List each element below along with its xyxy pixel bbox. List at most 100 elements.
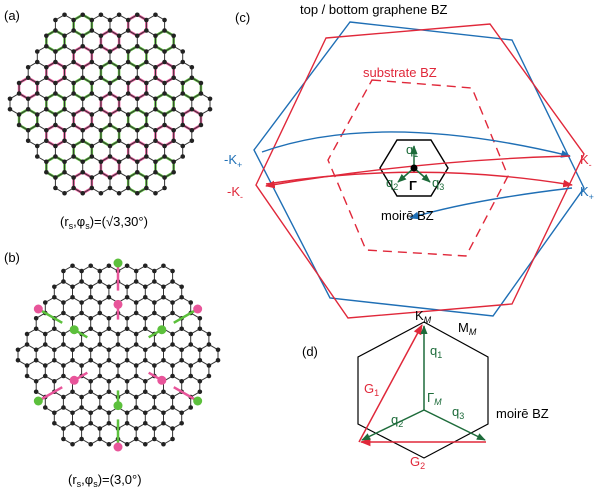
atom (162, 154, 167, 159)
atom (133, 268, 139, 274)
atom (25, 138, 31, 144)
atom (98, 190, 104, 196)
atom (98, 138, 104, 144)
atom (153, 43, 158, 49)
atom (142, 294, 148, 300)
atom (98, 75, 104, 81)
atom (97, 268, 103, 274)
atom (142, 410, 148, 416)
atom (89, 154, 95, 159)
adsorbate (33, 396, 43, 406)
atom (52, 420, 57, 426)
atom (142, 420, 148, 426)
atom (134, 33, 140, 39)
atom (162, 91, 167, 96)
atom (98, 12, 104, 18)
atom (188, 363, 194, 368)
atom (88, 441, 94, 447)
atom (153, 64, 158, 70)
atom (207, 106, 213, 112)
atom (179, 410, 184, 416)
lattice-bonds (9, 14, 211, 194)
atom (161, 284, 166, 290)
bottom-bz (255, 23, 585, 319)
substrate-label: substrate BZ (363, 65, 437, 80)
atom (24, 373, 30, 379)
atom (25, 106, 31, 112)
atom (70, 389, 75, 395)
atom (171, 43, 176, 49)
atom (97, 363, 103, 368)
atom (89, 59, 95, 65)
atom (44, 169, 49, 175)
atom (52, 294, 57, 300)
atom (170, 426, 175, 431)
atom (25, 64, 31, 70)
atom (52, 347, 57, 353)
atom (42, 300, 48, 305)
atom (33, 378, 39, 384)
atom (162, 175, 167, 180)
atom (124, 326, 130, 332)
atom (179, 420, 184, 426)
atom (153, 138, 158, 144)
atom (34, 112, 40, 117)
atom (107, 122, 113, 128)
atom (116, 33, 122, 39)
top-bz (253, 21, 585, 317)
atom (180, 59, 186, 65)
atom (144, 80, 149, 86)
atom (62, 169, 67, 175)
atom (125, 112, 131, 117)
atom (15, 347, 21, 353)
gamma-point (410, 164, 418, 172)
atom (161, 441, 166, 447)
atom (215, 347, 221, 353)
atom (188, 300, 194, 305)
atom (170, 405, 175, 410)
atom (44, 127, 49, 133)
atom (62, 64, 67, 70)
atom (53, 49, 58, 54)
atom (124, 420, 130, 426)
atom (107, 185, 113, 191)
atom (206, 363, 212, 368)
atom (152, 405, 157, 410)
atom (162, 28, 167, 33)
atom (71, 49, 76, 54)
atom (80, 33, 86, 39)
atom (142, 326, 148, 332)
atom (170, 363, 175, 368)
atom (134, 190, 140, 196)
atom (53, 59, 58, 65)
atom (116, 190, 122, 196)
atom (125, 49, 131, 54)
g-label: G1 (364, 381, 379, 398)
atom (189, 138, 195, 144)
atom (124, 410, 130, 416)
k-label: -K+ (224, 152, 242, 170)
adsorbate-bond (37, 307, 63, 324)
atom (71, 143, 76, 149)
atom (124, 389, 130, 395)
atom (106, 420, 112, 426)
atom (142, 441, 148, 447)
atom (70, 315, 75, 321)
atom (88, 389, 94, 395)
q-label: q1 (406, 142, 418, 159)
atom (70, 441, 75, 447)
k-label: -K- (227, 184, 243, 202)
atom (144, 49, 149, 54)
atom (206, 373, 212, 379)
atom (144, 175, 149, 180)
atom (97, 300, 103, 305)
title: top / bottom graphene BZ (300, 2, 447, 17)
atom (107, 91, 113, 96)
atom (88, 315, 94, 321)
atom (80, 106, 86, 112)
atom (124, 378, 130, 384)
atom (125, 59, 131, 65)
atom (116, 43, 122, 49)
atom (88, 347, 94, 353)
atom (162, 49, 167, 54)
